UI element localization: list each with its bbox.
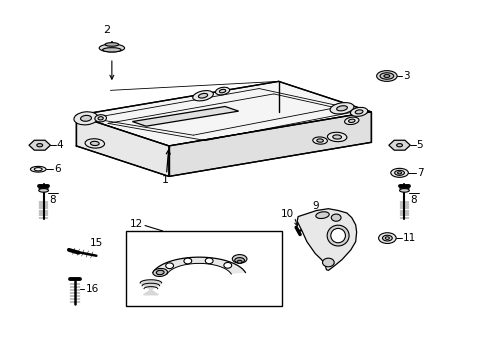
Ellipse shape — [378, 233, 395, 243]
Text: 13: 13 — [235, 232, 248, 242]
Ellipse shape — [234, 258, 244, 263]
Ellipse shape — [315, 212, 328, 219]
Ellipse shape — [396, 144, 402, 147]
Polygon shape — [132, 107, 238, 126]
Ellipse shape — [102, 48, 121, 52]
Ellipse shape — [95, 115, 106, 122]
Ellipse shape — [85, 139, 104, 148]
Polygon shape — [168, 112, 370, 176]
Polygon shape — [297, 209, 356, 270]
Text: 14: 14 — [179, 283, 192, 293]
Ellipse shape — [329, 103, 353, 114]
Ellipse shape — [312, 137, 326, 144]
Ellipse shape — [30, 166, 46, 172]
Text: 5: 5 — [416, 140, 423, 150]
Text: 4: 4 — [57, 140, 63, 150]
Ellipse shape — [237, 260, 242, 263]
Polygon shape — [76, 81, 370, 146]
Text: 11: 11 — [402, 233, 415, 243]
Ellipse shape — [336, 106, 346, 111]
Ellipse shape — [39, 189, 48, 192]
Ellipse shape — [34, 168, 42, 171]
Polygon shape — [76, 116, 168, 176]
Text: 10: 10 — [281, 209, 294, 219]
Text: 17: 17 — [216, 274, 229, 284]
Text: 6: 6 — [54, 164, 61, 174]
Circle shape — [183, 258, 191, 264]
Ellipse shape — [316, 139, 323, 142]
Ellipse shape — [330, 228, 345, 243]
Ellipse shape — [192, 91, 213, 101]
Ellipse shape — [390, 168, 407, 177]
Text: 7: 7 — [416, 168, 423, 178]
Ellipse shape — [219, 89, 225, 93]
Ellipse shape — [344, 117, 358, 125]
Ellipse shape — [327, 132, 346, 141]
Ellipse shape — [156, 270, 163, 275]
Polygon shape — [153, 257, 245, 274]
Ellipse shape — [397, 172, 401, 174]
Ellipse shape — [332, 135, 341, 139]
Ellipse shape — [376, 71, 396, 81]
Ellipse shape — [198, 93, 207, 98]
Ellipse shape — [81, 115, 91, 121]
Circle shape — [165, 263, 173, 269]
Bar — [126, 231, 281, 306]
Ellipse shape — [350, 107, 367, 116]
Ellipse shape — [382, 235, 391, 241]
Circle shape — [322, 258, 333, 267]
Ellipse shape — [394, 170, 404, 175]
Text: 15: 15 — [90, 238, 103, 248]
Ellipse shape — [348, 119, 354, 122]
Ellipse shape — [215, 87, 229, 95]
Ellipse shape — [326, 225, 348, 246]
Polygon shape — [388, 140, 409, 150]
Ellipse shape — [399, 189, 408, 192]
Ellipse shape — [383, 75, 389, 77]
Text: 1: 1 — [161, 175, 168, 185]
Ellipse shape — [74, 112, 98, 125]
Ellipse shape — [37, 144, 42, 147]
Text: 8: 8 — [409, 195, 416, 205]
Circle shape — [330, 214, 340, 221]
Text: 12: 12 — [130, 219, 143, 229]
Text: 8: 8 — [49, 195, 56, 205]
Circle shape — [224, 262, 231, 268]
Ellipse shape — [99, 44, 124, 52]
Text: 9: 9 — [312, 201, 319, 211]
Ellipse shape — [90, 141, 99, 145]
Text: 3: 3 — [403, 71, 409, 81]
Ellipse shape — [379, 73, 393, 79]
Polygon shape — [140, 280, 161, 295]
Text: 16: 16 — [85, 284, 99, 294]
Polygon shape — [29, 140, 50, 150]
Ellipse shape — [385, 237, 388, 239]
Ellipse shape — [232, 255, 246, 263]
Ellipse shape — [153, 269, 167, 276]
Ellipse shape — [354, 110, 362, 114]
Circle shape — [205, 258, 213, 264]
Ellipse shape — [105, 42, 119, 46]
Ellipse shape — [98, 117, 103, 120]
Text: 2: 2 — [103, 25, 110, 35]
